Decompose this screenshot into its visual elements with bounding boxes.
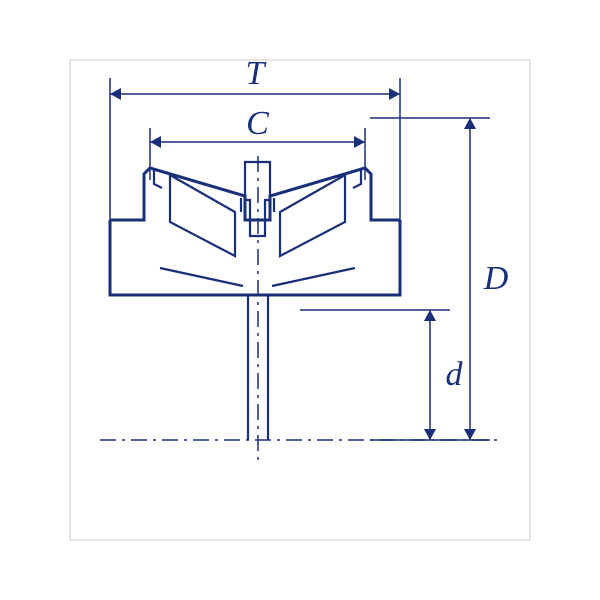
svg-text:d: d [446, 356, 464, 393]
svg-text:C: C [246, 105, 269, 142]
svg-text:T: T [246, 55, 267, 92]
svg-text:D: D [483, 260, 509, 297]
